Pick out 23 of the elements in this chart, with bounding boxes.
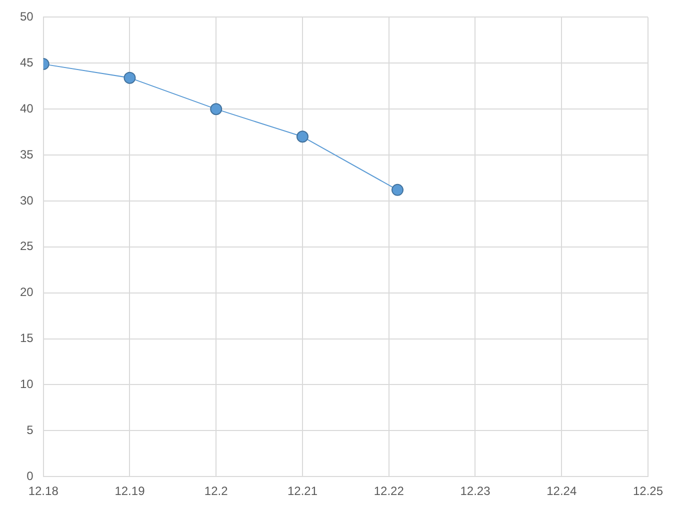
y-tick-label: 20 bbox=[20, 285, 34, 300]
point bbox=[210, 103, 222, 116]
x-tick-label: 12.23 bbox=[460, 484, 491, 498]
x-tick-label: 12.22 bbox=[374, 484, 404, 498]
y-tick-label: 45 bbox=[20, 55, 34, 70]
x-tick-label: 12.25 bbox=[632, 484, 664, 498]
y-tick-label: 0 bbox=[26, 468, 34, 483]
x-tick-label: 12.24 bbox=[546, 484, 577, 498]
y-tick-label: 50 bbox=[20, 10, 34, 24]
x-tick-label: 12.18 bbox=[28, 484, 59, 498]
y-tick-label: 30 bbox=[20, 193, 34, 208]
point bbox=[296, 130, 308, 143]
y-tick-label: 15 bbox=[20, 331, 34, 346]
x-tick-label: 12.19 bbox=[114, 484, 146, 498]
x-tick-label: 12.2 bbox=[204, 484, 228, 498]
y-tick-label: 25 bbox=[20, 239, 34, 254]
y-tick-label: 5 bbox=[26, 422, 34, 437]
y-tick-label: 35 bbox=[20, 147, 34, 162]
y-tick-label: 10 bbox=[20, 377, 34, 392]
y-tick-label: 40 bbox=[20, 101, 34, 116]
x-tick-label: 12.21 bbox=[287, 484, 318, 498]
point bbox=[392, 184, 404, 196]
point bbox=[124, 72, 136, 84]
